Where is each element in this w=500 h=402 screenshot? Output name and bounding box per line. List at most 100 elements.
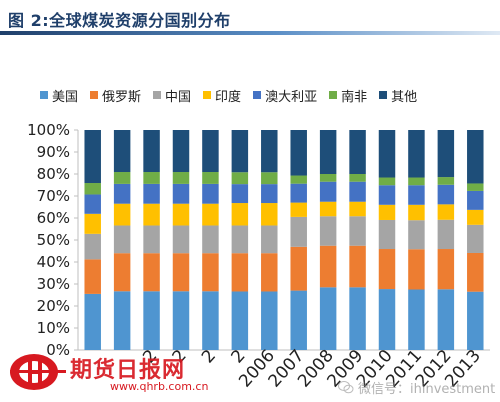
- bar-segment: 中国 2007: 13.6%: [290, 216, 307, 247]
- y-tick-label: 60%: [37, 209, 70, 227]
- bar-segment: 南非 2009: 3.5%: [349, 174, 366, 182]
- bar-segment: 澳大利亚 2009: 9.1%: [349, 181, 366, 202]
- bar-segment: 南非 2010: 3.5%: [378, 177, 396, 186]
- bar-segment: 中国 2004: 12.6%: [202, 225, 219, 254]
- bar-segment: 中国 2005: 12.6%: [231, 225, 249, 254]
- bar-segment: 南非 2006: 5.4%: [261, 172, 278, 185]
- legend-item: 南非: [329, 86, 367, 105]
- bar-segment: 俄罗斯 2003: 17.3%: [172, 253, 190, 292]
- bar-segment: 印度 2010: 6.9%: [378, 204, 396, 220]
- newspaper-watermark-url: www.qhrb.com.cn: [110, 380, 209, 393]
- bar-segment: 俄罗斯 2011: 18.3%: [408, 249, 425, 290]
- bar-segment: 印度 2007: 6.5%: [290, 202, 307, 217]
- legend-swatch: [153, 91, 162, 99]
- bar-segment: 俄罗斯 2007: 19.9%: [290, 246, 307, 291]
- legend-item: 俄罗斯: [90, 86, 141, 105]
- bar-segment: 澳大利亚 2001: 9%: [113, 183, 131, 204]
- y-tick-label: 0%: [46, 341, 70, 359]
- legend-label: 中国: [165, 89, 192, 105]
- bar-segment: 澳大利亚 2010: 8.9%: [378, 185, 396, 205]
- bar-segment: 美国 2002: 26.7%: [143, 291, 160, 350]
- bars: 美国 2000: 25.5%俄罗斯 2000: 15.7%中国 2000: 11…: [84, 130, 484, 350]
- bar-segment: 澳大利亚 2007: 8.6%: [290, 183, 307, 203]
- bar-segment: 其他 2006: 19.2%: [261, 130, 278, 173]
- bar-segment: 俄罗斯 2010: 18.2%: [378, 249, 396, 290]
- bar-segment: 俄罗斯 2012: 18.3%: [437, 249, 455, 290]
- y-tick-label: 90%: [37, 143, 70, 161]
- bar-segment: 中国 2002: 12.6%: [143, 225, 160, 254]
- bar-segment: 印度 2012: 7%: [437, 204, 455, 220]
- bar-segment: 中国 2000: 11.6%: [84, 233, 101, 260]
- bar-segment: 美国 2008: 28.5%: [319, 287, 337, 350]
- wechat-watermark-text: 微信号：ihinvestment: [358, 382, 496, 397]
- bar-segment: 美国 2003: 26.7%: [172, 291, 190, 350]
- bar-segment: 澳大利亚 2003: 9%: [172, 183, 190, 204]
- chart-legend: 美国 俄罗斯 中国 印度 澳大利亚 南非 其他: [40, 86, 418, 105]
- legend-item: 澳大利亚: [253, 86, 317, 105]
- wechat-icon: [338, 381, 354, 394]
- bar-segment: 俄罗斯 2006: 17.4%: [261, 253, 278, 292]
- bar-segment: 印度 2000: 9.1%: [84, 213, 101, 234]
- bar-segment: 中国 2013: 12.8%: [467, 224, 484, 253]
- bar-segment: 俄罗斯 2001: 17.3%: [113, 253, 131, 292]
- bar-segment: 南非 2011: 3.5%: [408, 177, 425, 186]
- bar-segment: 南非 2007: 3.7%: [290, 175, 307, 184]
- legend-swatch: [253, 91, 262, 99]
- bar-segment: 印度 2001: 9.9%: [113, 203, 131, 226]
- bar-segment: 美国 2005: 26.6%: [231, 291, 249, 350]
- bar-segment: 南非 2008: 3.5%: [319, 174, 337, 182]
- bar-segment: 中国 2011: 13.2%: [408, 220, 425, 250]
- bar-segment: 美国 2010: 27.7%: [378, 289, 396, 350]
- bar-segment: 印度 2011: 7%: [408, 204, 425, 221]
- bar-segment: 其他 2012: 21.4%: [437, 130, 455, 178]
- bar-segment: 俄罗斯 2002: 17.3%: [143, 253, 160, 292]
- bar-segment: 中国 2008: 13.4%: [319, 216, 337, 246]
- bar-segment: 其他 2011: 21.6%: [408, 130, 425, 178]
- bar-segment: 澳大利亚 2005: 8.6%: [231, 184, 249, 204]
- legend-label: 印度: [215, 89, 242, 105]
- y-tick-label: 20%: [37, 297, 70, 315]
- bar-segment: 南非 2001: 5.4%: [113, 172, 131, 184]
- legend-label: 南非: [341, 89, 368, 105]
- bar-segment: 澳大利亚 2004: 9%: [202, 183, 219, 204]
- newspaper-watermark-name: 期货日报网: [70, 357, 186, 383]
- legend-item: 美国: [40, 86, 78, 105]
- bar-segment: 南非 2013: 3.4%: [467, 183, 484, 191]
- bar-segment: 印度 2009: 6.6%: [349, 201, 366, 217]
- y-tick-label: 50%: [37, 231, 70, 249]
- bar-segment: 南非 2005: 5.4%: [231, 172, 249, 185]
- legend-swatch: [379, 91, 388, 99]
- bar-segment: 其他 2008: 20%: [319, 130, 337, 174]
- bar-segment: 中国 2010: 13.2%: [378, 219, 396, 250]
- bar-segment: 中国 2006: 12.6%: [261, 225, 278, 254]
- y-tick-label: 100%: [27, 121, 70, 139]
- bar-segment: 其他 2003: 19.1%: [172, 130, 190, 173]
- y-tick-label: 80%: [37, 165, 70, 183]
- bar-segment: 美国 2000: 25.5%: [84, 293, 101, 350]
- bar-segment: 中国 2001: 12.6%: [113, 225, 131, 254]
- bar-segment: 俄罗斯 2005: 17.4%: [231, 253, 249, 292]
- chart-title: 图 2:全球煤炭资源分国别分布: [8, 11, 231, 30]
- legend-label: 其他: [391, 89, 418, 105]
- bar-segment: 印度 2002: 9.9%: [143, 203, 160, 226]
- legend-label: 澳大利亚: [265, 89, 318, 105]
- legend-swatch: [90, 91, 99, 99]
- bar-segment: 印度 2003: 9.9%: [172, 203, 190, 226]
- bar-segment: 中国 2012: 13.3%: [437, 219, 455, 250]
- bar-segment: 南非 2004: 5.4%: [202, 172, 219, 184]
- bar-segment: 美国 2001: 26.7%: [113, 291, 131, 350]
- bar-segment: 澳大利亚 2008: 9.1%: [319, 181, 337, 202]
- y-tick-label: 30%: [37, 275, 70, 293]
- y-tick-label: 40%: [37, 253, 70, 271]
- bar-segment: 印度 2005: 10.2%: [231, 203, 249, 226]
- bar-segment: 俄罗斯 2009: 18.9%: [349, 245, 366, 288]
- bar-segment: 美国 2007: 27%: [290, 290, 307, 350]
- bar-segment: 其他 2010: 21.6%: [378, 130, 396, 178]
- wechat-watermark: 微信号：ihinvestment: [338, 378, 495, 397]
- legend-label: 美国: [52, 89, 79, 105]
- axes: [74, 129, 490, 351]
- bar-segment: 印度 2013: 6.8%: [467, 209, 484, 225]
- bar-segment: 美国 2013: 26.5%: [467, 291, 484, 350]
- bar-segment: 俄罗斯 2004: 17.3%: [202, 253, 219, 292]
